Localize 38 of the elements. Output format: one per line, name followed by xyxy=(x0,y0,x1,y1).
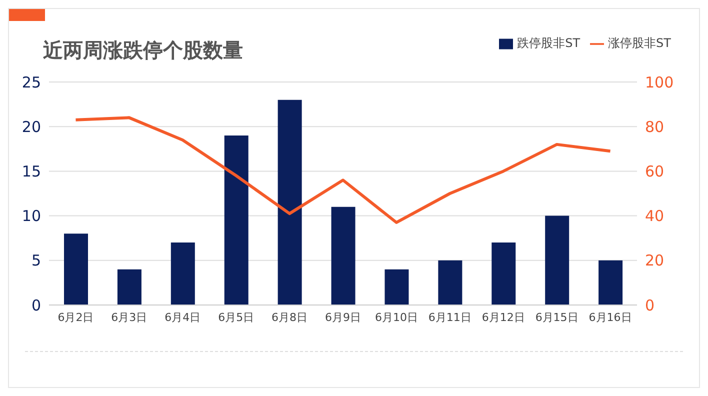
x-tick-label: 6月2日 xyxy=(58,310,94,324)
x-tick-label: 6月4日 xyxy=(164,310,201,324)
x-tick-label: 6月9日 xyxy=(325,310,361,324)
bar xyxy=(492,242,516,305)
y-tick-label: 10 xyxy=(22,207,41,226)
chart-title: 近两周涨跌停个股数量 xyxy=(43,37,243,64)
x-tick-label: 6月12日 xyxy=(482,310,525,324)
bar xyxy=(331,206,356,305)
x-tick-label: 6月11日 xyxy=(428,310,472,324)
x-tick-label: 6月16日 xyxy=(588,310,632,324)
legend-label: 跌停股非ST xyxy=(517,36,580,50)
y2-tick-label: 100 xyxy=(645,73,674,92)
legend-label: 涨停股非ST xyxy=(608,36,671,50)
y2-tick-label: 80 xyxy=(645,118,664,136)
bar xyxy=(384,269,409,305)
x-tick-label: 6月10日 xyxy=(374,310,418,324)
y-tick-label: 15 xyxy=(22,162,41,181)
bar xyxy=(64,234,88,305)
y2-tick-label: 20 xyxy=(645,252,664,270)
line-series xyxy=(74,116,612,224)
y2-tick-label: 0 xyxy=(645,296,655,314)
bar xyxy=(545,216,570,305)
bar xyxy=(598,260,623,305)
x-tick-label: 6月8日 xyxy=(272,310,308,324)
y-tick-label: 25 xyxy=(22,73,41,92)
y2-tick-label: 40 xyxy=(645,207,664,226)
y2-tick-label: 60 xyxy=(645,162,664,181)
bar xyxy=(278,100,302,305)
bar xyxy=(438,260,462,305)
bar xyxy=(117,269,142,305)
x-tick-label: 6月5日 xyxy=(218,310,254,324)
bar xyxy=(170,242,195,305)
bar xyxy=(224,136,248,305)
x-tick-label: 6月15日 xyxy=(535,310,578,324)
x-tick-label: 6月3日 xyxy=(111,310,148,324)
y-tick-label: 0 xyxy=(31,296,41,314)
y-tick-label: 20 xyxy=(22,118,41,136)
y-tick-label: 5 xyxy=(31,252,41,270)
